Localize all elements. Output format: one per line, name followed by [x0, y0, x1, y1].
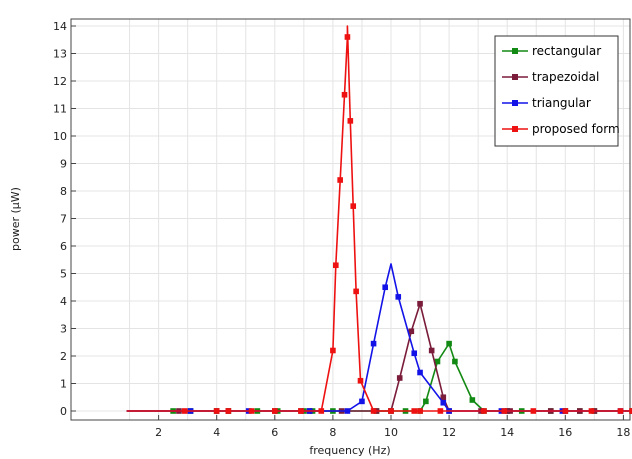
- legend-entry-trapezoidal: trapezoidal: [502, 70, 599, 84]
- y-tick-label: 13: [53, 48, 67, 61]
- legend-swatch-marker: [512, 74, 518, 80]
- data-point: [440, 399, 447, 406]
- y-tick-label: 3: [60, 323, 67, 336]
- data-point: [501, 408, 508, 414]
- y-tick-label: 5: [60, 268, 67, 281]
- data-point: [370, 340, 377, 347]
- y-tick-label: 14: [53, 20, 67, 33]
- data-point: [333, 262, 339, 269]
- legend-label: rectangular: [532, 44, 601, 58]
- data-point: [437, 408, 444, 414]
- y-tick-label: 9: [60, 158, 67, 171]
- data-point: [408, 328, 415, 335]
- legend-entry-triangular: triangular: [502, 96, 591, 110]
- data-point: [617, 408, 624, 414]
- data-point: [272, 408, 278, 414]
- data-point: [434, 358, 441, 365]
- data-point: [481, 408, 487, 414]
- y-tick-label: 8: [60, 185, 67, 198]
- data-point: [248, 408, 255, 414]
- series-proposed-form: [126, 25, 632, 414]
- legend-entry-rectangular: rectangular: [502, 44, 601, 58]
- data-point: [353, 288, 359, 295]
- data-point: [417, 300, 423, 307]
- legend-label: triangular: [532, 96, 591, 110]
- legend-swatch-marker: [512, 126, 518, 132]
- x-tick-label: 6: [271, 426, 278, 439]
- legend-swatch-marker: [512, 48, 518, 54]
- data-point: [357, 377, 364, 384]
- data-point: [428, 347, 435, 354]
- legend-label: trapezoidal: [532, 70, 599, 84]
- y-tick-label: 1: [60, 378, 67, 391]
- series-group: [126, 25, 632, 414]
- y-tick-label: 7: [60, 213, 67, 226]
- data-point: [388, 408, 394, 414]
- data-point: [588, 408, 595, 414]
- data-point: [344, 34, 351, 40]
- data-point: [213, 408, 220, 414]
- x-axis-label: frequency (Hz): [309, 444, 390, 457]
- data-point: [225, 408, 232, 414]
- data-point: [318, 408, 325, 414]
- y-tick-label: 11: [53, 103, 67, 116]
- x-tick-label: 16: [558, 426, 572, 439]
- data-point: [344, 408, 351, 414]
- legend-label: proposed form: [532, 122, 620, 136]
- y-tick-label: 10: [53, 130, 67, 143]
- legend-entries: rectangular trapezoidal triangular proposed…: [502, 44, 620, 136]
- x-tick-label: 8: [329, 426, 336, 439]
- data-point: [440, 394, 447, 401]
- data-point: [341, 91, 348, 98]
- legend-entry-proposed-form: proposed form: [502, 122, 620, 136]
- series-line-triangular: [126, 263, 632, 412]
- y-tick-label: 12: [53, 75, 67, 88]
- y-tick-label: 0: [60, 405, 67, 418]
- series-triangular: [126, 263, 632, 414]
- data-point: [396, 375, 403, 381]
- data-point: [446, 340, 452, 347]
- series-line-rectangular: [126, 342, 632, 412]
- data-point: [530, 408, 537, 414]
- x-tick-label: 2: [155, 426, 162, 439]
- x-tick-label: 12: [442, 426, 456, 439]
- data-point: [359, 398, 365, 405]
- data-point: [417, 408, 423, 414]
- legend-swatch-marker: [512, 100, 518, 106]
- data-point: [452, 358, 458, 365]
- data-point: [337, 177, 343, 183]
- series-rectangular: [126, 340, 632, 414]
- data-point: [370, 408, 377, 414]
- axis-ticks: 246810121416182001234567891011121314: [53, 20, 630, 439]
- data-point: [181, 408, 188, 414]
- data-point: [411, 408, 418, 414]
- y-tick-label: 6: [60, 240, 67, 253]
- x-tick-label: 4: [213, 426, 220, 439]
- data-point: [382, 284, 388, 291]
- y-tick-label: 2: [60, 350, 67, 363]
- data-point: [423, 398, 429, 405]
- y-axis-label: power (µW): [9, 187, 22, 251]
- data-point: [417, 369, 423, 376]
- data-point: [330, 347, 336, 354]
- x-tick-label: 14: [500, 426, 514, 439]
- data-point: [469, 397, 476, 403]
- y-tick-label: 4: [60, 295, 67, 308]
- x-tick-label: 10: [384, 426, 398, 439]
- data-point: [395, 294, 402, 300]
- data-point: [562, 408, 569, 414]
- plot-frame: [70, 18, 631, 421]
- data-point: [350, 203, 357, 209]
- legend: rectangular trapezoidal triangular proposed…: [494, 35, 620, 147]
- data-point: [411, 350, 418, 357]
- data-point: [347, 118, 354, 124]
- x-tick-label: 18: [616, 426, 630, 439]
- data-point: [298, 408, 304, 414]
- data-point: [629, 408, 632, 414]
